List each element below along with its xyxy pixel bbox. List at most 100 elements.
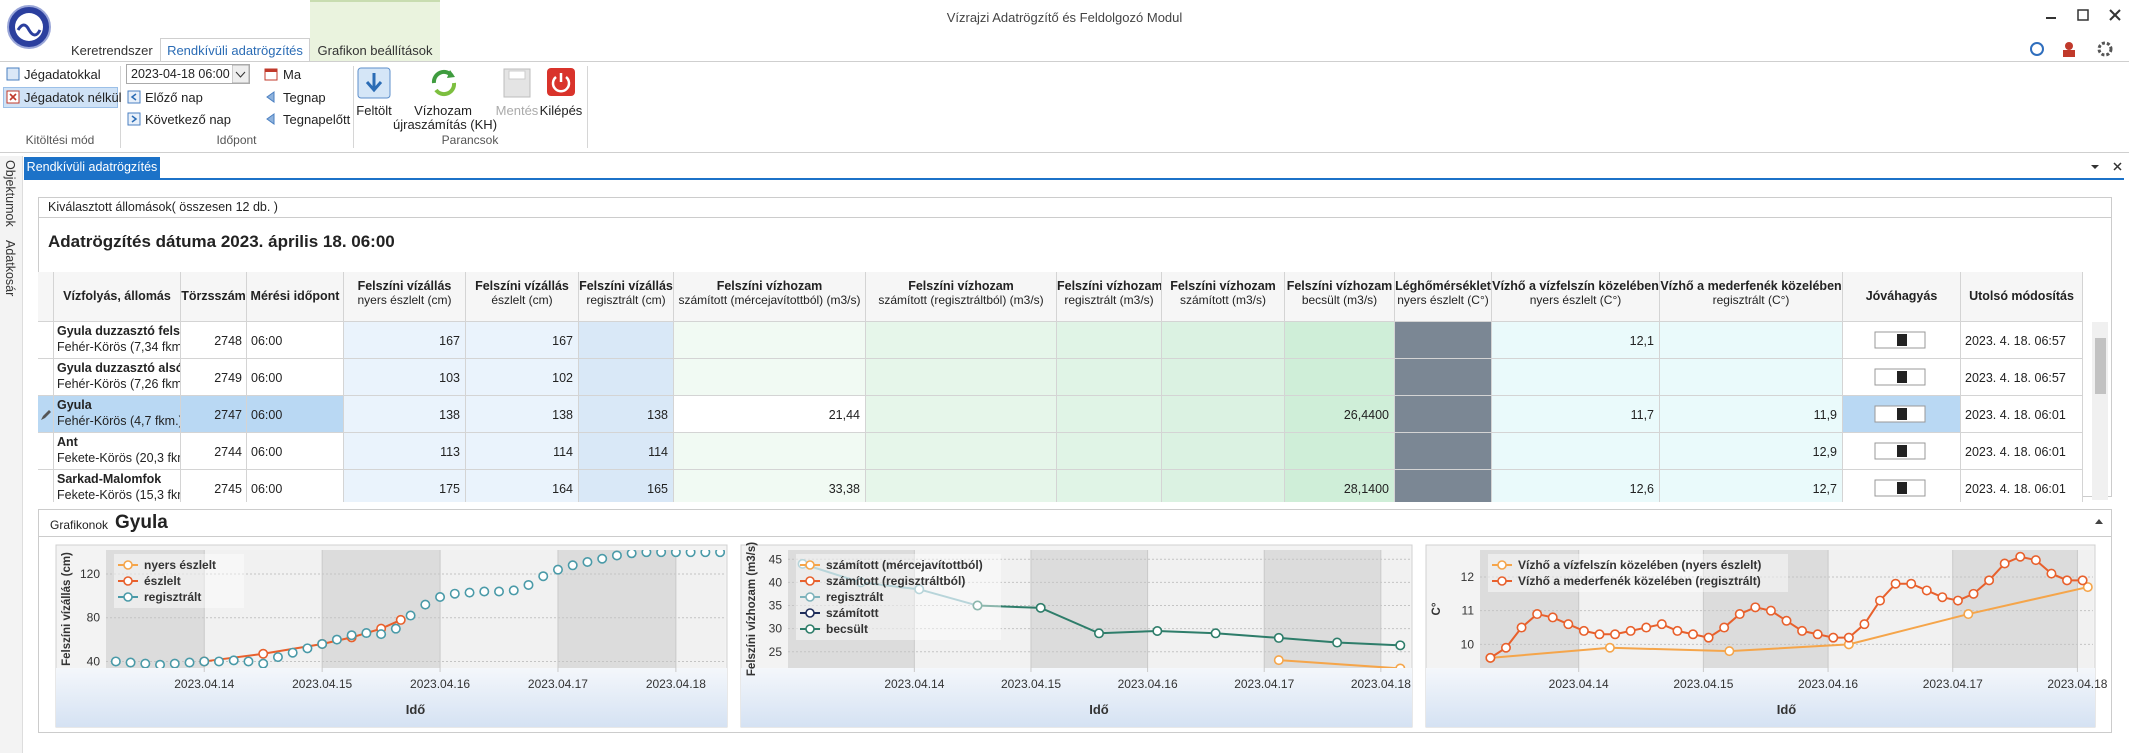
- data-point: [155, 659, 166, 668]
- value-cell: 113: [344, 433, 466, 470]
- day-before-icon: [266, 113, 275, 125]
- command-button[interactable]: Vízhozam: [414, 103, 472, 118]
- modified-cell: 2023. 4. 18. 06:01: [1961, 396, 2083, 433]
- data-point: [1875, 595, 1886, 606]
- legend-marker: [123, 560, 133, 570]
- group-label: Időpont: [216, 133, 257, 147]
- help-icons[interactable]: [2025, 38, 2125, 60]
- value-cell: 26,4400: [1285, 396, 1395, 433]
- day-band: [2077, 550, 2093, 668]
- side-bar: [0, 156, 23, 753]
- legend-box: [796, 554, 1001, 640]
- approval-toggle[interactable]: [1843, 396, 1961, 432]
- header-text: regisztrált (C°): [1712, 293, 1790, 307]
- time-button[interactable]: Tegnap: [283, 90, 326, 105]
- value-cell: [674, 433, 866, 470]
- approval-cell: [1843, 433, 1961, 470]
- data-point: [1485, 652, 1496, 663]
- legend-marker: [805, 560, 815, 570]
- stations-box: [38, 197, 2112, 218]
- doc-controls[interactable]: [2088, 159, 2128, 175]
- legend-marker: [123, 576, 133, 586]
- value-cell: 12,7: [1660, 470, 1843, 502]
- approval-toggle[interactable]: [1843, 359, 1961, 395]
- data-point: [1906, 578, 1917, 589]
- data-point: [1952, 595, 1963, 606]
- data-point: [670, 550, 681, 558]
- plot: [797, 558, 1406, 668]
- series-line: [1278, 659, 1401, 668]
- command-button[interactable]: Feltölt: [356, 103, 392, 118]
- ribbon-tab[interactable]: Rendkívüli adatrögzítés: [167, 43, 303, 58]
- ribbon-tab[interactable]: Keretrendszer: [71, 43, 153, 58]
- value-cell: 167: [344, 322, 466, 359]
- data-point: [2030, 555, 2041, 566]
- document-tab[interactable]: Rendkívüli adatrögzítés: [24, 157, 160, 178]
- y-tick-label: 35: [769, 599, 783, 613]
- id-cell: 2745: [181, 470, 247, 502]
- collapse-icon[interactable]: [2092, 515, 2106, 529]
- data-point: [228, 655, 239, 666]
- x-tick-label: 2023.04.14: [884, 677, 944, 691]
- data-point: [1625, 625, 1636, 636]
- header-cell: Utolsó módosítás: [1961, 272, 2083, 322]
- value-cell: [1660, 359, 1843, 396]
- data-point: [199, 656, 210, 667]
- header-text: becsült (m3/s): [1301, 293, 1378, 307]
- scroll-thumb[interactable]: [2095, 338, 2106, 394]
- header-text: Felszíni vízhozam: [908, 279, 1014, 293]
- data-point: [1656, 619, 1667, 630]
- approval-toggle[interactable]: [1843, 322, 1961, 358]
- ribbon-tab[interactable]: Grafikon beállítások: [317, 43, 433, 58]
- approval-toggle[interactable]: [1843, 470, 1961, 502]
- data-point: [1273, 655, 1284, 666]
- fill-mode-option[interactable]: Jégadatokkal: [24, 67, 101, 82]
- y-tick-label: 11: [1462, 604, 1475, 618]
- time-button[interactable]: Következő nap: [145, 112, 232, 127]
- time-button[interactable]: Tegnapelőtt: [283, 112, 351, 127]
- date-combobox[interactable]: [126, 64, 250, 84]
- header-text: nyers észlelt (cm): [357, 293, 452, 307]
- data-point: [1963, 609, 1974, 620]
- approval-toggle[interactable]: [1843, 433, 1961, 469]
- river-name: Fehér-Körös (7,34 fkm.): [57, 340, 181, 354]
- selected-option-bg: [3, 87, 118, 108]
- side-tab[interactable]: Adatkosár: [3, 240, 17, 297]
- legend-marker: [805, 576, 815, 586]
- time-button[interactable]: Előző nap: [145, 90, 203, 105]
- value-cell: 11,7: [1492, 396, 1660, 433]
- legend-label: számított (regisztráltból): [826, 574, 965, 588]
- header-cell: Törzsszám: [181, 272, 247, 322]
- x-tick-label: 2023.04.18: [2047, 677, 2107, 691]
- ribbon-tab-active[interactable]: [160, 38, 310, 62]
- value-cell: [1057, 359, 1162, 396]
- value-cell: 167: [466, 322, 579, 359]
- edit-icon: [41, 410, 51, 420]
- window-controls[interactable]: [2040, 4, 2126, 28]
- fill-mode-option[interactable]: Jégadatok nélkül: [24, 90, 122, 105]
- header-text: Felszíni vízállás: [579, 279, 673, 293]
- header-cell: Vízhő a vízfelszín közelében nyers észlel…: [1492, 272, 1660, 322]
- data-point: [1781, 615, 1792, 626]
- command-button[interactable]: Kilépés: [539, 103, 583, 118]
- command-button[interactable]: újraszámítás (KH): [393, 117, 498, 132]
- date-value: 2023-04-18 06:00: [131, 67, 230, 81]
- legend-label: nyers észlelt: [144, 558, 216, 572]
- data-point: [1578, 625, 1589, 636]
- approval-cell: [1843, 396, 1961, 433]
- day-band: [1030, 550, 1148, 668]
- y-tick-label: 120: [80, 567, 100, 581]
- side-tab[interactable]: Objektumok: [3, 160, 17, 227]
- x-tick-label: 2023.04.15: [1673, 677, 1733, 691]
- time-button[interactable]: Ma: [283, 67, 302, 82]
- data-point: [1984, 575, 1995, 586]
- x-tick-label: 2023.04.14: [1549, 677, 1609, 691]
- x-tick-label: 2023.04.15: [1001, 677, 1061, 691]
- data-point: [1719, 622, 1730, 633]
- green-tab-header: [310, 0, 440, 61]
- header-text: Felszíni vízhozam: [716, 279, 823, 293]
- combo-arrow[interactable]: [232, 65, 249, 83]
- data-table: Vízfolyás, állomás Törzsszám Mérési időpon…: [0, 272, 2129, 502]
- value-cell: [579, 322, 674, 359]
- river-name: Fehér-Körös (4,7 fkm.): [57, 414, 181, 428]
